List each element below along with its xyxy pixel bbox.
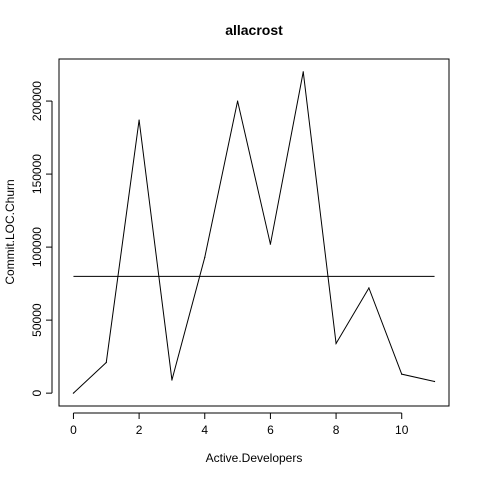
y-tick-label: 50000 xyxy=(30,303,44,337)
plot-frame xyxy=(58,58,450,407)
x-axis: 0 2 4 6 8 10 xyxy=(70,412,409,437)
data-point xyxy=(105,361,107,364)
y-axis-label: Commit.LOC.Churn xyxy=(3,179,17,284)
y-tick-label: 100000 xyxy=(30,227,44,267)
data-point xyxy=(368,287,370,289)
series-line xyxy=(73,71,435,394)
y-axis: 0 50000 100000 150000 200000 xyxy=(30,81,53,396)
x-axis-label: Active.Developers xyxy=(206,451,303,465)
data-point xyxy=(269,243,272,245)
data-point xyxy=(401,373,403,375)
data-point xyxy=(433,380,436,383)
series-layer xyxy=(72,71,436,394)
x-tick-label: 2 xyxy=(136,423,143,437)
y-tick-label: 200000 xyxy=(30,81,44,121)
data-point xyxy=(236,100,239,102)
x-tick-label: 8 xyxy=(333,423,340,437)
y-tick-label: 0 xyxy=(30,389,44,396)
data-point xyxy=(302,71,304,73)
data-point xyxy=(72,392,75,394)
chart-title: allacrost xyxy=(225,22,283,38)
data-point xyxy=(335,342,337,345)
x-tick-label: 4 xyxy=(201,423,208,437)
data-point xyxy=(171,379,173,381)
x-tick-label: 6 xyxy=(267,423,274,437)
data-point xyxy=(138,119,140,121)
data-point xyxy=(204,256,206,258)
x-tick-label: 0 xyxy=(70,423,77,437)
y-tick-label: 150000 xyxy=(30,154,44,194)
x-tick-label: 10 xyxy=(395,423,409,437)
